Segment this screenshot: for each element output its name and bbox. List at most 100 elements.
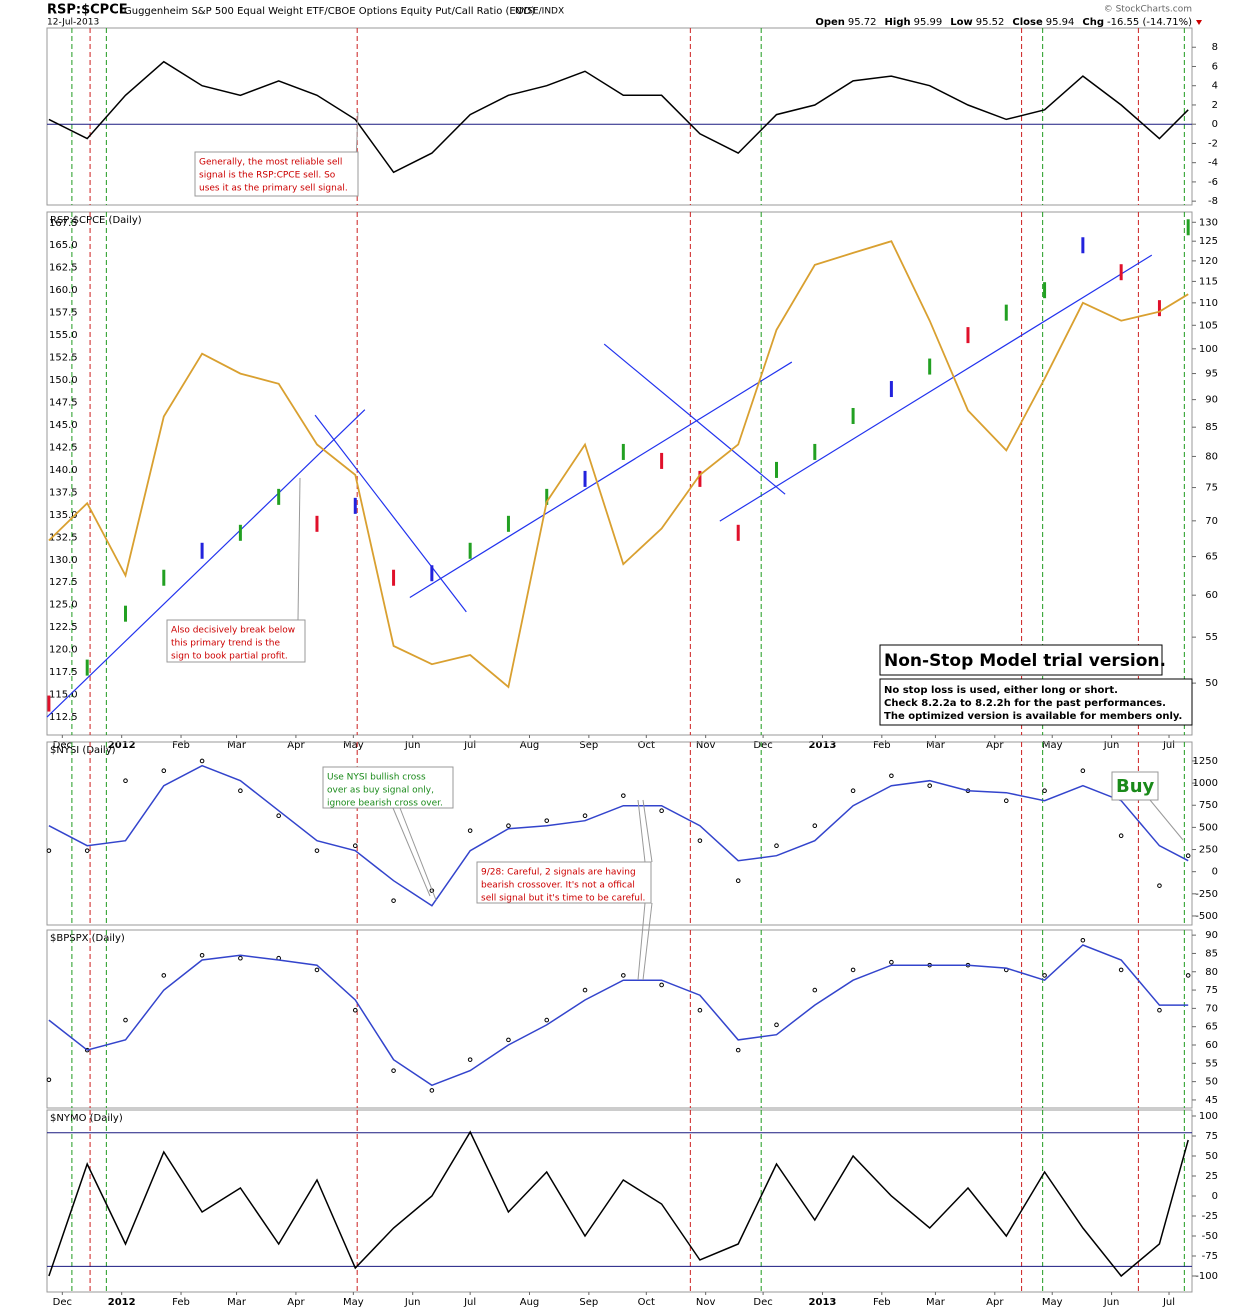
- quote-label: Low: [950, 17, 972, 28]
- series-dot: [84, 848, 90, 853]
- series-dot: [1080, 768, 1086, 773]
- chg-arrow: [1196, 20, 1202, 25]
- price-bar: [47, 695, 51, 712]
- x-tick-label: Dec: [53, 740, 72, 751]
- trend-line: [314, 414, 467, 613]
- y-tick-label: 125.0: [49, 600, 78, 611]
- pointer: [637, 902, 646, 981]
- note-line: this primary trend is the: [171, 639, 280, 649]
- model-title: Non-Stop Model trial version.: [884, 651, 1166, 671]
- y-tick-label: 120.0: [49, 645, 78, 656]
- note-line: Also decisively break below: [171, 626, 295, 636]
- x-tick-label: Aug: [520, 740, 540, 751]
- series-dot: [123, 778, 128, 784]
- x-tick-label: Sep: [579, 1297, 598, 1308]
- price-bar: [851, 407, 855, 424]
- x-tick-label: Jul: [463, 1297, 476, 1308]
- series-dot: [544, 818, 550, 823]
- series-dot: [467, 828, 473, 833]
- series-dot: [621, 793, 626, 798]
- panel-title: $NYSI (Daily): [50, 745, 116, 756]
- model-title-box: [879, 644, 1163, 676]
- series-dot: [889, 959, 894, 965]
- y2-tick-label: 60: [1205, 590, 1218, 601]
- price-bar: [353, 497, 357, 514]
- symbol: RSP:$CPCE: [47, 3, 128, 18]
- x-tick-label: Jun: [1103, 1297, 1120, 1308]
- y-tick-label: 50: [1205, 1151, 1218, 1162]
- x-tick-label: Feb: [172, 740, 190, 751]
- series-dot: [46, 1077, 52, 1083]
- panel-frame: [46, 741, 1193, 926]
- x-tick-label: Mar: [926, 740, 946, 751]
- pointer: [1149, 799, 1184, 841]
- y-tick-label: 6: [1212, 61, 1218, 72]
- y-tick-label: -50: [1202, 1231, 1218, 1242]
- price-bar: [775, 461, 779, 478]
- series-dot: [1118, 833, 1124, 839]
- series-dot: [812, 987, 818, 993]
- buy-label: Buy: [1116, 776, 1155, 797]
- quote: Open 95.72 High 95.99 Low 95.52 Close 95.94 Chg -…: [815, 17, 1192, 28]
- series-line: [48, 240, 1189, 689]
- price-bar: [85, 659, 89, 676]
- x-tick-label: Nov: [696, 1297, 716, 1308]
- series-dot: [774, 1022, 779, 1028]
- series-dot: [161, 768, 167, 773]
- x-tick-label: 2012: [108, 1297, 136, 1308]
- series-dot: [46, 848, 52, 853]
- series-line: [48, 944, 1189, 1087]
- x-tick-label: Jun: [404, 1297, 421, 1308]
- panel-frame: [46, 211, 1193, 736]
- x-tick-label: Jun: [1103, 740, 1120, 751]
- y2-tick-label: 65: [1205, 552, 1218, 563]
- series-dot: [850, 788, 856, 794]
- series-dot: [697, 838, 703, 843]
- series-dot: [238, 788, 243, 794]
- series-dot: [199, 758, 205, 764]
- description: Guggenheim S&P 500 Equal Weight ETF/CBOE…: [124, 6, 535, 17]
- y2-tick-label: 125: [1199, 236, 1218, 247]
- quote-label: Close: [1012, 17, 1043, 28]
- series-dot: [774, 843, 779, 849]
- y2-tick-label: 120: [1199, 256, 1218, 267]
- y2-tick-label: 90: [1205, 395, 1218, 406]
- price-bar: [392, 569, 396, 586]
- series-dot: [1157, 1007, 1162, 1013]
- y-tick-label: 750: [1199, 800, 1218, 811]
- y-tick-label: 8: [1212, 42, 1218, 53]
- pointer: [399, 807, 437, 901]
- series-dot: [352, 843, 358, 849]
- y-tick-label: 132.5: [49, 532, 78, 543]
- y-tick-label: 127.5: [49, 577, 78, 588]
- y-tick-label: 55: [1205, 1058, 1218, 1069]
- y-tick-label: 150.0: [49, 375, 78, 386]
- y-tick-label: 122.5: [49, 622, 78, 633]
- x-tick-label: Oct: [638, 740, 655, 751]
- model-notes-box: [879, 678, 1193, 726]
- y-tick-label: 500: [1199, 822, 1218, 833]
- series-dot: [735, 878, 741, 884]
- x-tick-label: Feb: [873, 740, 891, 751]
- price-bar: [1186, 219, 1190, 236]
- y-tick-label: 1000: [1193, 778, 1218, 789]
- y2-tick-label: 110: [1199, 298, 1218, 309]
- y-tick-label: 147.5: [49, 398, 78, 409]
- series-dot: [1042, 973, 1047, 978]
- x-tick-label: Nov: [696, 740, 716, 751]
- x-tick-label: Oct: [638, 1297, 655, 1308]
- series-dot: [582, 813, 588, 818]
- series-dot: [1118, 967, 1124, 973]
- y-tick-label: 142.5: [49, 442, 78, 453]
- x-tick-label: May: [1042, 1297, 1063, 1308]
- note-line: ignore bearish cross over.: [327, 799, 443, 809]
- x-tick-label: Apr: [986, 740, 1004, 751]
- series-dot: [812, 823, 818, 829]
- price-bar: [1004, 304, 1008, 321]
- price-bar: [1119, 264, 1123, 281]
- panel-title: $BPSPX (Daily): [50, 933, 125, 944]
- price-bar: [1081, 237, 1085, 254]
- y-tick-label: 152.5: [49, 353, 78, 364]
- series-dot: [391, 898, 396, 903]
